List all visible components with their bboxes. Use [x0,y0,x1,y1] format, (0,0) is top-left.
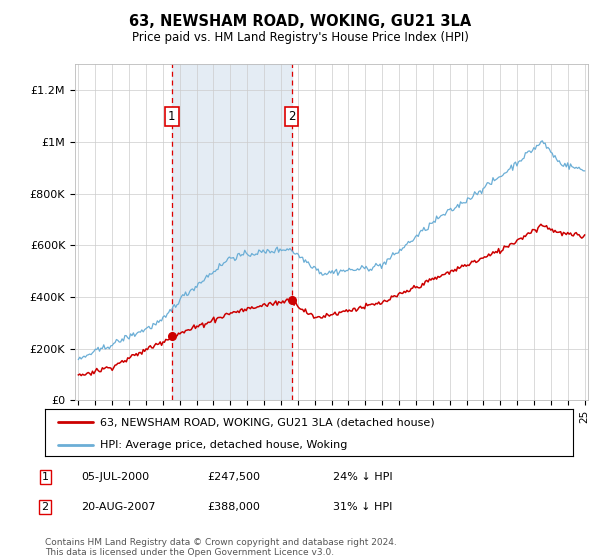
Text: Contains HM Land Registry data © Crown copyright and database right 2024.
This d: Contains HM Land Registry data © Crown c… [45,538,397,557]
Text: 63, NEWSHAM ROAD, WOKING, GU21 3LA: 63, NEWSHAM ROAD, WOKING, GU21 3LA [129,14,471,29]
Text: 2: 2 [288,110,295,123]
Text: 1: 1 [41,472,49,482]
Text: 20-AUG-2007: 20-AUG-2007 [81,502,155,512]
Text: 31% ↓ HPI: 31% ↓ HPI [333,502,392,512]
Text: HPI: Average price, detached house, Woking: HPI: Average price, detached house, Woki… [100,440,348,450]
Text: 2: 2 [41,502,49,512]
Text: 1: 1 [168,110,176,123]
Text: £388,000: £388,000 [207,502,260,512]
Text: Price paid vs. HM Land Registry's House Price Index (HPI): Price paid vs. HM Land Registry's House … [131,31,469,44]
Text: 05-JUL-2000: 05-JUL-2000 [81,472,149,482]
Bar [172,64,292,400]
Text: 24% ↓ HPI: 24% ↓ HPI [333,472,392,482]
Text: £247,500: £247,500 [207,472,260,482]
Text: 63, NEWSHAM ROAD, WOKING, GU21 3LA (detached house): 63, NEWSHAM ROAD, WOKING, GU21 3LA (deta… [100,417,435,427]
